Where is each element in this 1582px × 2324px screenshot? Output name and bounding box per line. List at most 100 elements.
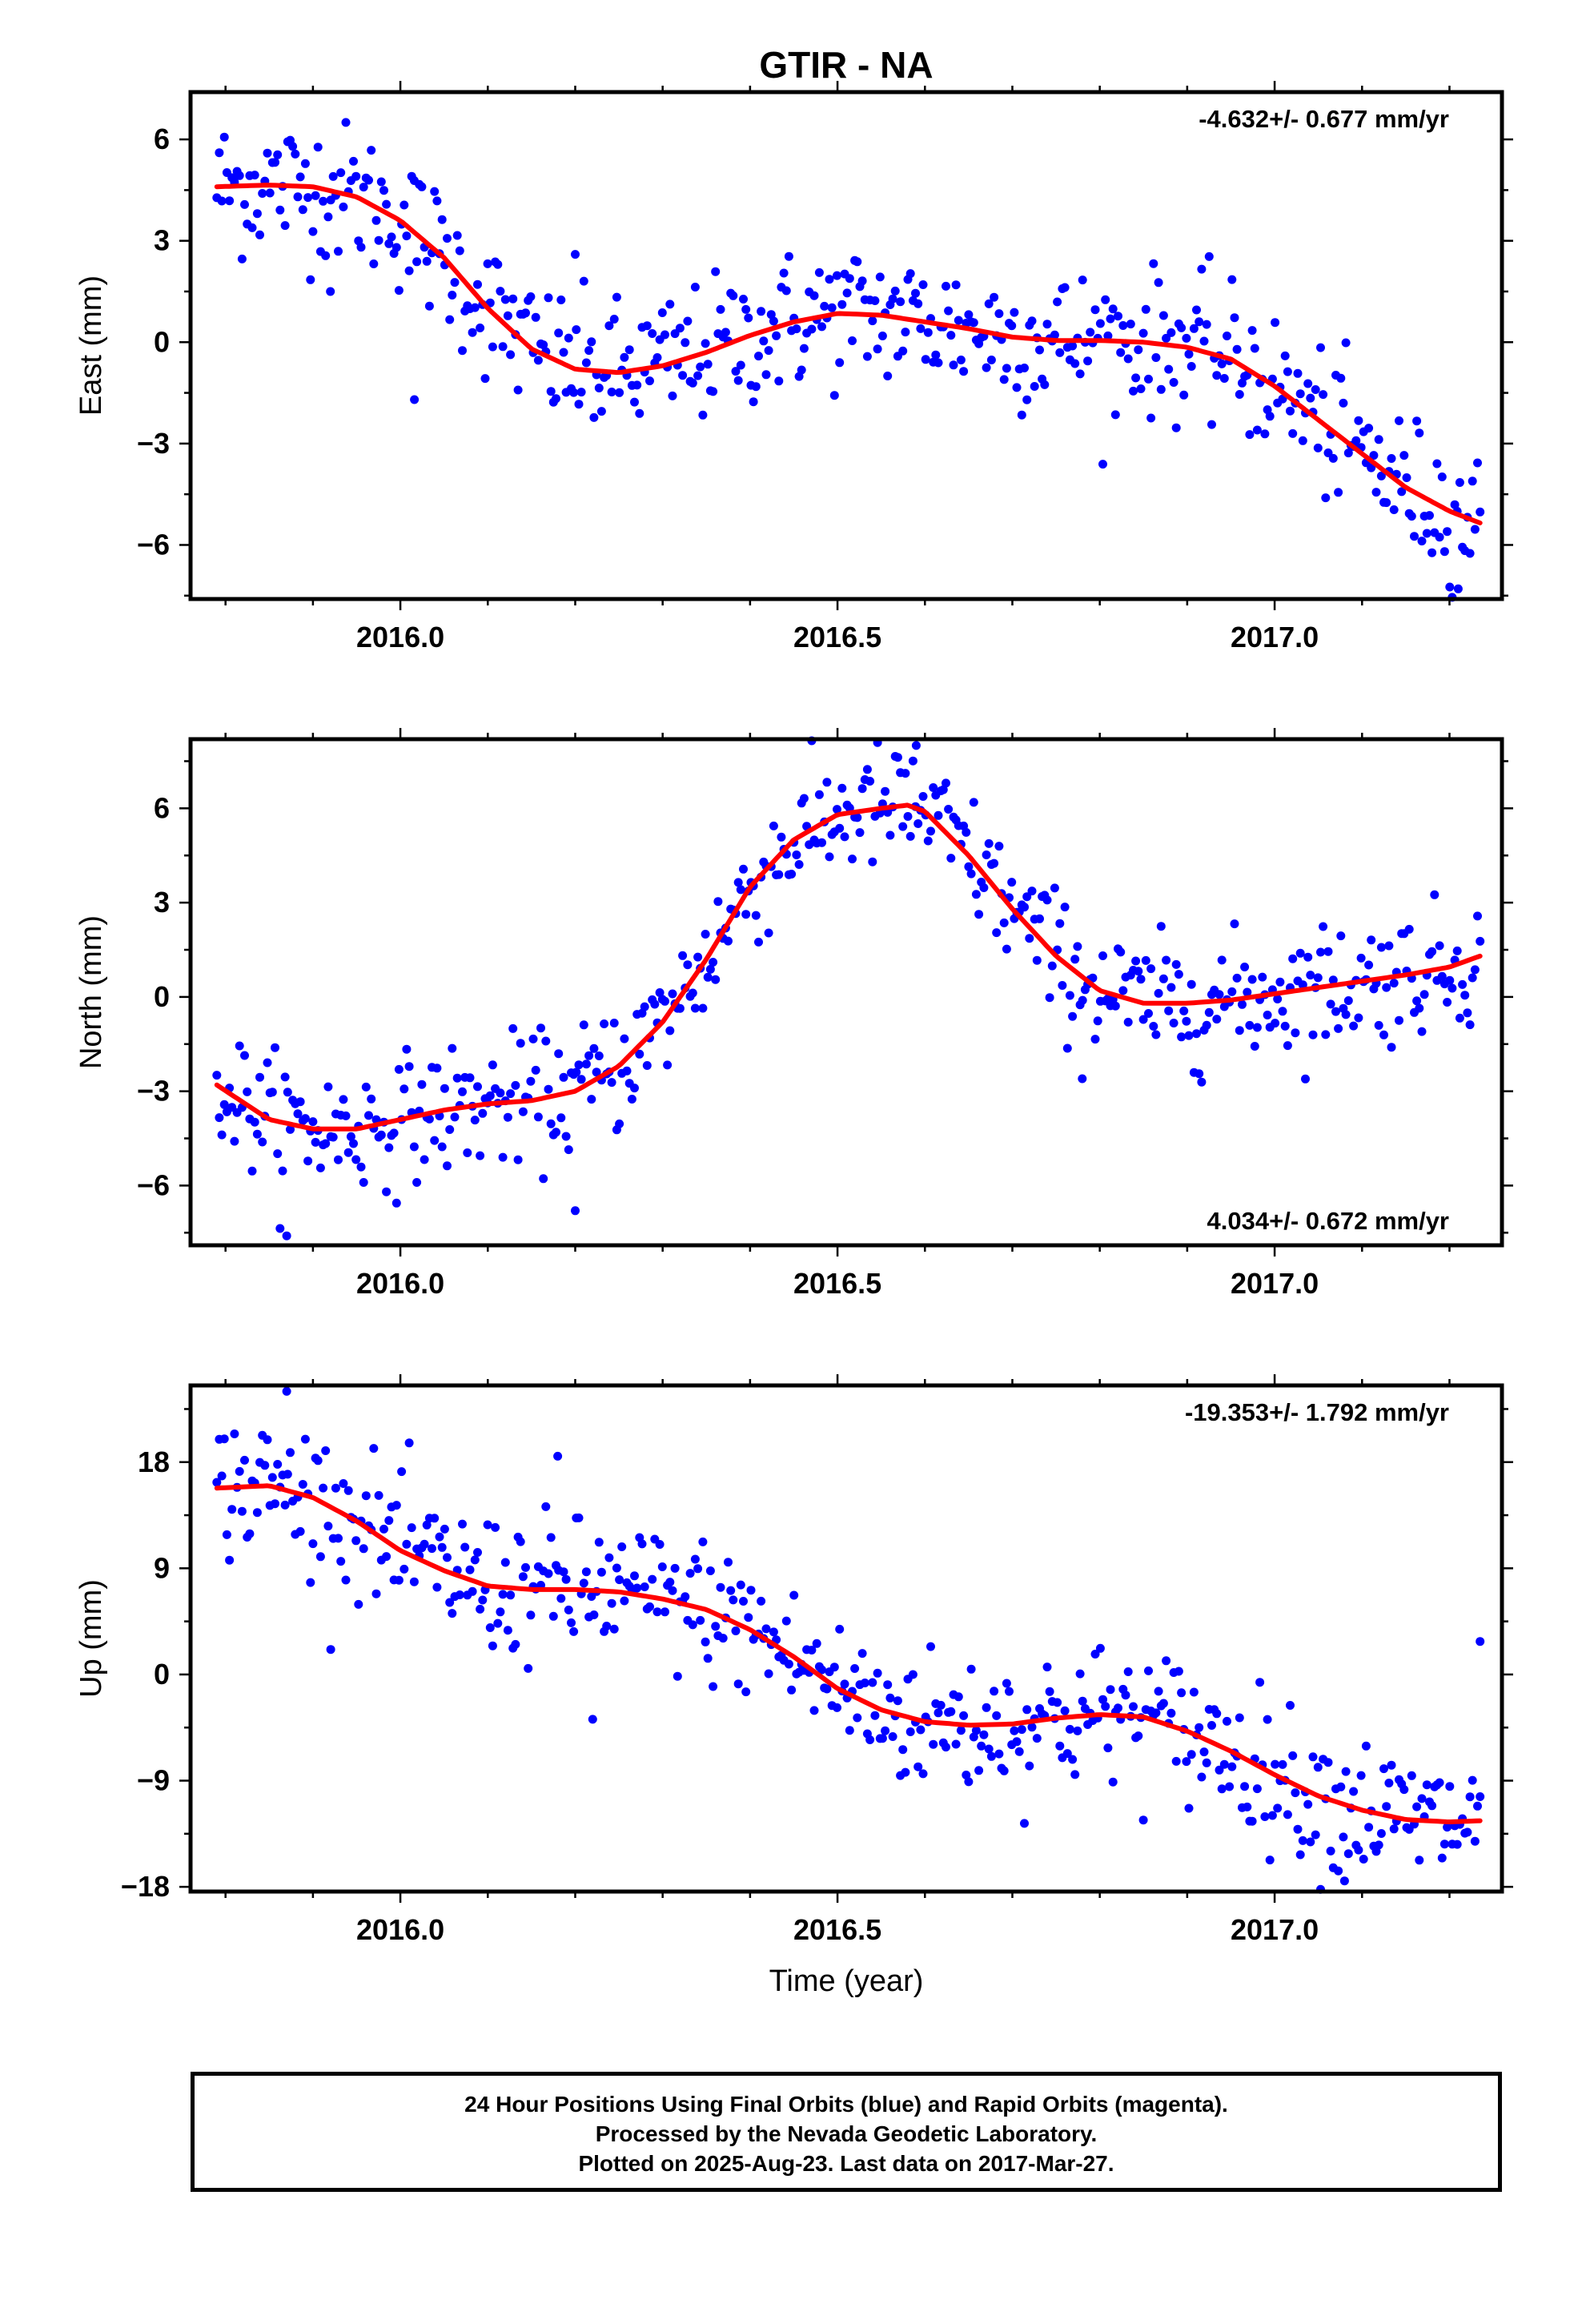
data-point — [420, 1539, 429, 1549]
data-point — [1278, 1007, 1287, 1016]
data-point — [942, 281, 950, 291]
data-point — [964, 1777, 974, 1787]
data-point — [731, 1626, 741, 1635]
data-point — [1030, 382, 1039, 391]
data-point — [458, 346, 467, 356]
data-point — [1267, 1811, 1277, 1820]
data-point — [1078, 1074, 1087, 1084]
data-point — [1443, 998, 1452, 1007]
data-point — [384, 1143, 394, 1152]
data-point — [1060, 903, 1070, 912]
data-point — [1252, 1023, 1262, 1032]
data-point — [367, 1094, 376, 1104]
data-point — [923, 836, 933, 846]
data-point — [1070, 1770, 1080, 1779]
data-point — [1265, 1856, 1275, 1865]
data-point — [984, 838, 994, 848]
data-point — [382, 199, 391, 209]
data-point — [848, 854, 857, 864]
data-point — [516, 1039, 525, 1048]
data-point — [219, 132, 229, 142]
data-point — [630, 1084, 639, 1093]
data-point — [860, 1679, 869, 1687]
data-point — [485, 1623, 495, 1632]
data-point — [1313, 973, 1323, 983]
x-axis-label: Time (year) — [769, 1964, 924, 1998]
data-point — [729, 1595, 738, 1605]
data-point — [637, 1539, 647, 1549]
data-point — [739, 1597, 748, 1606]
data-point — [359, 1178, 368, 1187]
data-point — [554, 1049, 564, 1059]
data-point — [1301, 1074, 1310, 1084]
data-point — [282, 1386, 291, 1396]
data-point — [382, 1187, 391, 1196]
data-point — [868, 857, 877, 866]
data-point — [571, 1206, 580, 1216]
data-point — [460, 1542, 470, 1552]
data-point — [465, 1073, 475, 1083]
data-point — [1131, 373, 1141, 383]
data-point — [665, 1578, 675, 1587]
data-point — [1334, 1866, 1343, 1876]
data-point — [407, 1523, 416, 1533]
data-point — [592, 1068, 601, 1077]
y-tick-label: −3 — [137, 1075, 170, 1108]
data-point — [1116, 947, 1126, 957]
data-point — [1387, 454, 1396, 463]
data-point — [951, 1739, 961, 1749]
data-point — [1020, 903, 1029, 912]
data-point — [1255, 1678, 1265, 1687]
data-point — [870, 1711, 880, 1720]
data-point — [724, 936, 733, 946]
data-point — [359, 183, 368, 192]
data-point — [837, 300, 847, 309]
data-point — [374, 1490, 383, 1500]
data-point — [809, 291, 819, 300]
data-point — [1045, 993, 1054, 1003]
data-point — [1217, 359, 1227, 368]
data-point — [397, 1467, 407, 1477]
data-point — [1078, 275, 1087, 285]
data-point — [1182, 333, 1191, 343]
data-point — [711, 267, 721, 276]
data-point — [594, 1051, 604, 1060]
data-point — [696, 1615, 705, 1625]
data-point — [445, 1125, 455, 1134]
data-point — [678, 371, 688, 380]
data-point — [984, 1744, 994, 1754]
data-point — [1243, 987, 1252, 997]
data-point — [468, 1586, 477, 1596]
data-point — [1306, 971, 1315, 980]
data-point — [379, 1524, 388, 1534]
data-point — [478, 1595, 488, 1605]
data-point — [450, 1112, 460, 1122]
data-point — [521, 1562, 530, 1572]
data-point — [336, 168, 346, 178]
data-point — [977, 1741, 986, 1751]
data-point — [966, 1664, 976, 1674]
scatter-points-up — [212, 1386, 1485, 1894]
data-point — [840, 832, 849, 842]
data-point — [258, 1137, 267, 1147]
data-point — [295, 172, 305, 182]
data-point — [518, 1107, 528, 1116]
data-point — [384, 1516, 394, 1526]
data-point — [321, 1139, 331, 1148]
data-point — [1417, 1027, 1427, 1036]
data-point — [1374, 1840, 1383, 1850]
data-point — [615, 1575, 624, 1585]
data-point — [217, 1471, 227, 1481]
data-point — [731, 367, 741, 376]
data-point — [1095, 1643, 1105, 1653]
data-point — [400, 200, 409, 210]
data-point — [319, 196, 328, 206]
data-point — [630, 1571, 639, 1581]
data-point — [665, 300, 675, 309]
data-point — [559, 1072, 568, 1082]
data-point — [356, 243, 366, 252]
data-point — [711, 1622, 721, 1631]
data-point — [245, 1529, 255, 1538]
data-point — [1432, 459, 1442, 468]
data-point — [293, 1109, 303, 1119]
